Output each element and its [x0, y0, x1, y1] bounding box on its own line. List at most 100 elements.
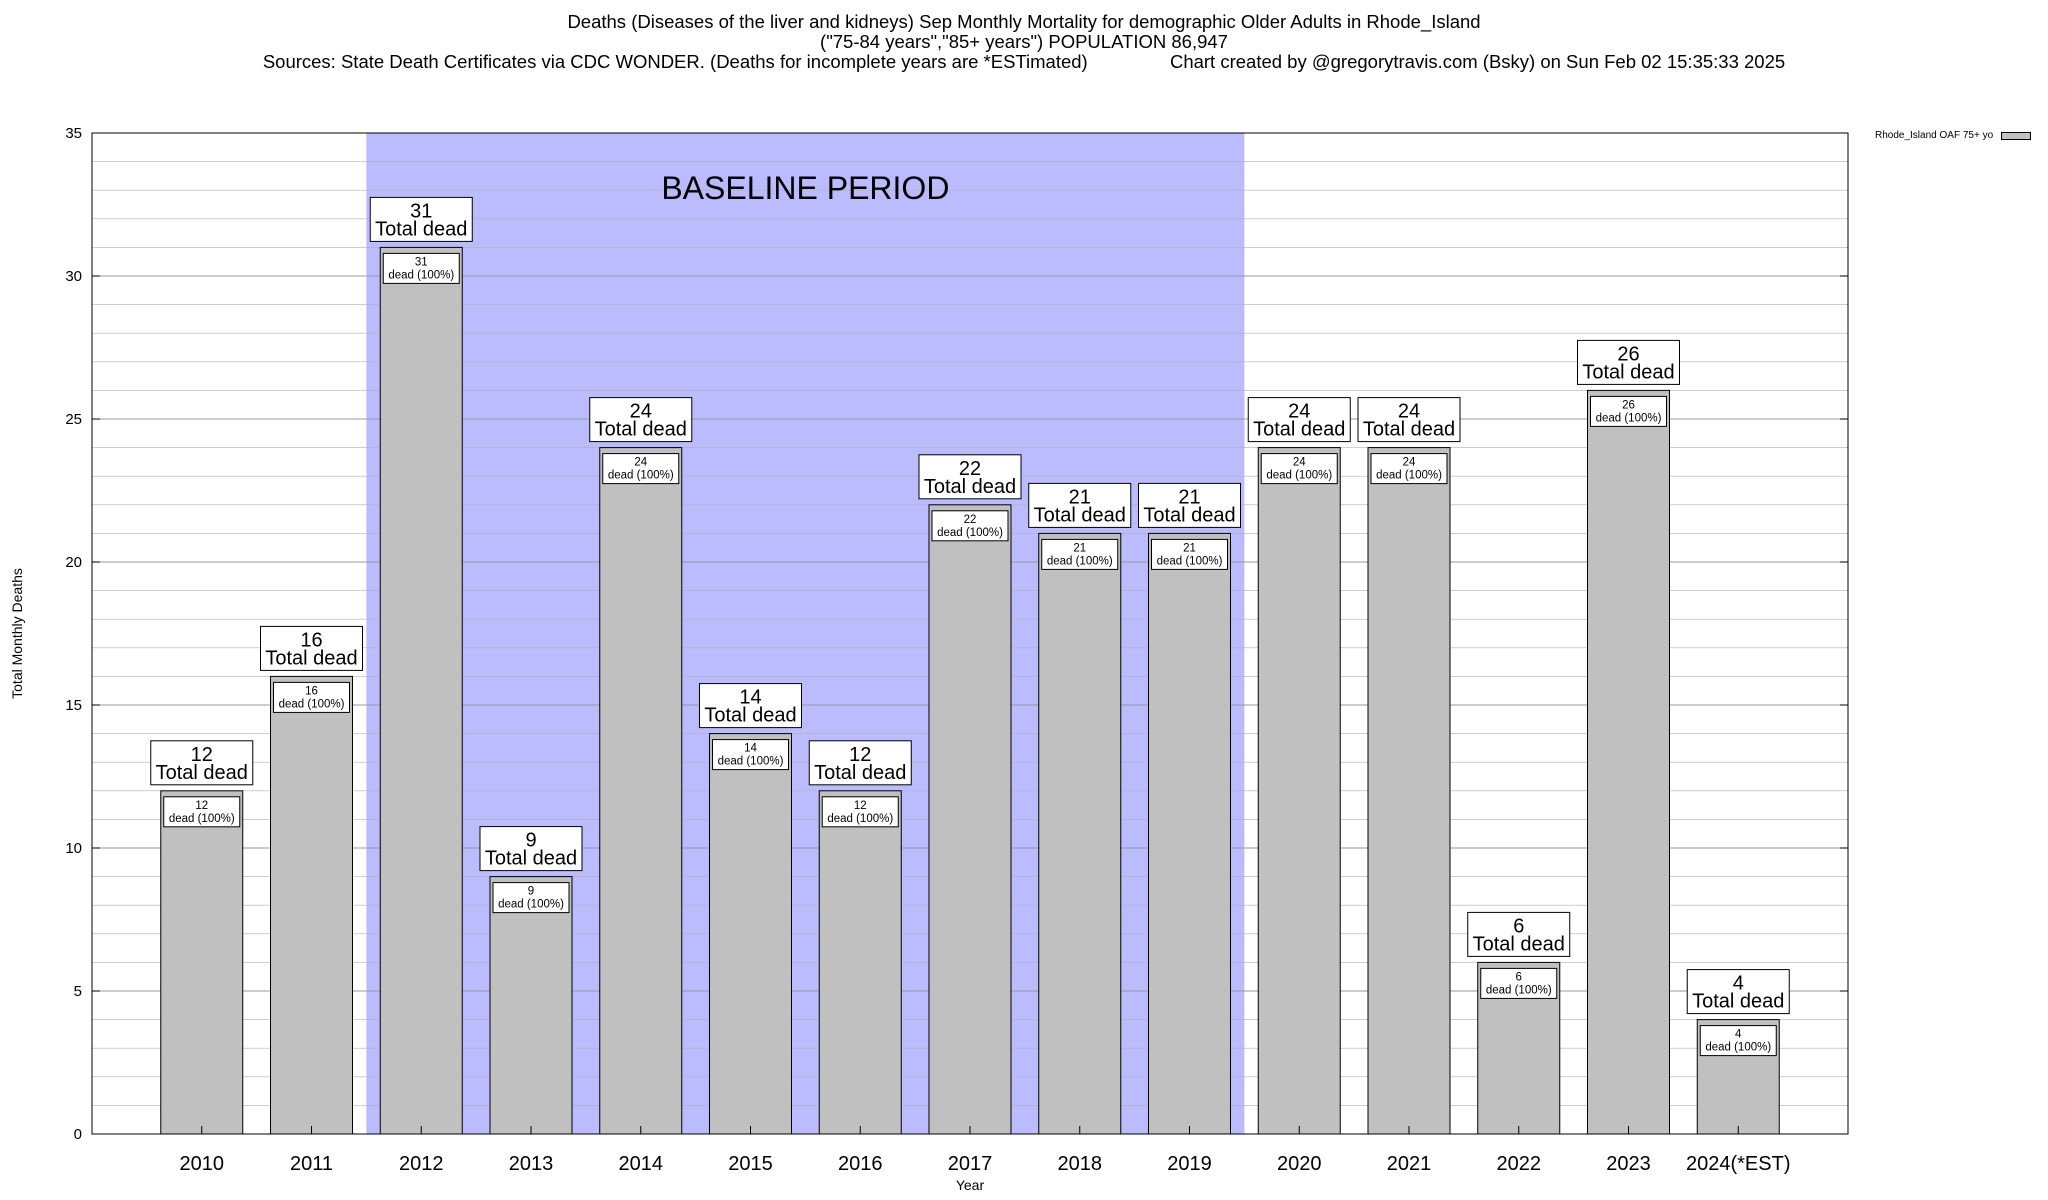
top-label-box: [918, 454, 1022, 500]
top-label-box: [1467, 911, 1571, 957]
inner-label-box: [931, 510, 1009, 542]
inner-label-text: dead (100%): [718, 756, 784, 768]
inner-label-value: 21: [1073, 542, 1086, 554]
legend-swatch: [2001, 131, 2032, 140]
title-line-2: ("75-84 years","85+ years") POPULATION 8…: [820, 31, 1228, 52]
top-label-box: [1686, 969, 1790, 1015]
top-label-value: 4: [1733, 973, 1744, 995]
x-tick-label: 2015: [728, 1153, 773, 1175]
top-label-text: Total dead: [1692, 991, 1784, 1013]
top-label-box: [1138, 482, 1241, 528]
top-label-text: Total dead: [1034, 504, 1126, 526]
top-label-text: Total dead: [1582, 361, 1674, 383]
x-tick-label: 2020: [1277, 1153, 1322, 1175]
inner-label-text: dead (100%): [1705, 1042, 1771, 1054]
title-line-1: Deaths (Diseases of the liver and kidney…: [567, 11, 1481, 32]
inner-label-box: [1480, 967, 1558, 999]
top-label-text: Total dead: [1253, 419, 1345, 441]
inner-label-box: [1699, 1025, 1777, 1057]
baseline-label: BASELINE PERIOD: [661, 170, 949, 206]
top-label-box: [479, 826, 583, 872]
y-tick-label: 25: [65, 411, 82, 428]
x-axis-label: Year: [956, 1177, 985, 1193]
inner-label-box: [1260, 453, 1338, 485]
top-label-value: 12: [191, 744, 213, 766]
inner-label-text: dead (100%): [1596, 412, 1662, 424]
bar: [928, 504, 1012, 1135]
inner-label-box: [1590, 395, 1667, 427]
top-label-box: [150, 740, 254, 786]
top-label-box: [260, 625, 363, 671]
bar: [709, 733, 792, 1135]
top-label-text: Total dead: [485, 848, 577, 870]
top-label-value: 24: [1288, 401, 1310, 423]
top-label-value: 9: [525, 830, 536, 852]
top-label-value: 16: [300, 629, 322, 651]
bar: [818, 790, 902, 1135]
top-label-box: [1247, 397, 1351, 443]
top-label-text: Total dead: [595, 419, 687, 441]
inner-label-value: 22: [964, 514, 977, 526]
x-tick-label: 2019: [1167, 1153, 1212, 1175]
top-label-text: Total dead: [1363, 419, 1455, 441]
inner-label-box: [1151, 538, 1228, 570]
y-tick-label: 0: [74, 1126, 82, 1143]
top-label-text: Total dead: [156, 762, 248, 784]
inner-label-box: [821, 796, 899, 828]
inner-label-value: 6: [1516, 971, 1522, 983]
bar: [379, 246, 463, 1135]
x-tick-label: 2014: [619, 1153, 664, 1175]
top-label-box: [369, 196, 473, 242]
inner-label-text: dead (100%): [1047, 555, 1113, 567]
top-label-text: Total dead: [704, 705, 796, 727]
inner-label-box: [492, 882, 570, 914]
top-label-box: [1028, 482, 1132, 528]
top-label-value: 21: [1069, 486, 1091, 508]
top-label-value: 21: [1178, 486, 1200, 508]
legend: Rhode_Island OAF 75+ yo: [1875, 130, 2032, 141]
inner-label-text: dead (100%): [1266, 470, 1332, 482]
inner-label-text: dead (100%): [937, 527, 1003, 539]
inner-label-box: [602, 453, 680, 485]
y-tick-label: 20: [65, 554, 82, 571]
top-label-box: [589, 397, 693, 443]
top-label-box: [1577, 339, 1680, 385]
bar: [1038, 532, 1122, 1135]
top-label-value: 24: [1398, 401, 1420, 423]
title-line-3: Sources: State Death Certificates via CD…: [262, 51, 1786, 72]
bar: [599, 447, 683, 1135]
x-tick-label: 2010: [180, 1153, 225, 1175]
inner-label-text: dead (100%): [1486, 984, 1552, 996]
top-label-box: [1357, 397, 1461, 443]
inner-label-box: [1041, 538, 1119, 570]
inner-label-value: 16: [305, 685, 318, 697]
bar: [1148, 532, 1231, 1135]
inner-label-text: dead (100%): [608, 470, 674, 482]
bar: [270, 675, 353, 1135]
legend-label: Rhode_Island OAF 75+ yo: [1875, 130, 1994, 141]
inner-label-text: dead (100%): [827, 813, 893, 825]
top-label-value: 26: [1617, 343, 1639, 365]
y-tick-label: 5: [74, 983, 82, 1000]
x-tick-label: 2023: [1606, 1153, 1651, 1175]
y-tick-label: 10: [65, 840, 82, 857]
x-tick-label: 2016: [838, 1153, 883, 1175]
top-label-text: Total dead: [1143, 504, 1235, 526]
top-label-value: 12: [849, 744, 871, 766]
inner-label-box: [712, 739, 789, 771]
x-tick-label: 2021: [1387, 1153, 1432, 1175]
inner-label-text: dead (100%): [388, 269, 454, 281]
inner-label-box: [1370, 453, 1448, 485]
top-label-value: 31: [410, 200, 432, 222]
top-label-value: 14: [739, 687, 761, 709]
x-tick-label: 2012: [399, 1153, 444, 1175]
top-label-text: Total dead: [924, 476, 1016, 498]
bar: [489, 876, 573, 1135]
x-tick-label: 2017: [948, 1153, 993, 1175]
bar: [1367, 447, 1451, 1135]
inner-label-text: dead (100%): [498, 899, 564, 911]
bar: [1257, 447, 1341, 1135]
inner-label-text: dead (100%): [1376, 470, 1442, 482]
top-label-value: 6: [1513, 915, 1524, 937]
